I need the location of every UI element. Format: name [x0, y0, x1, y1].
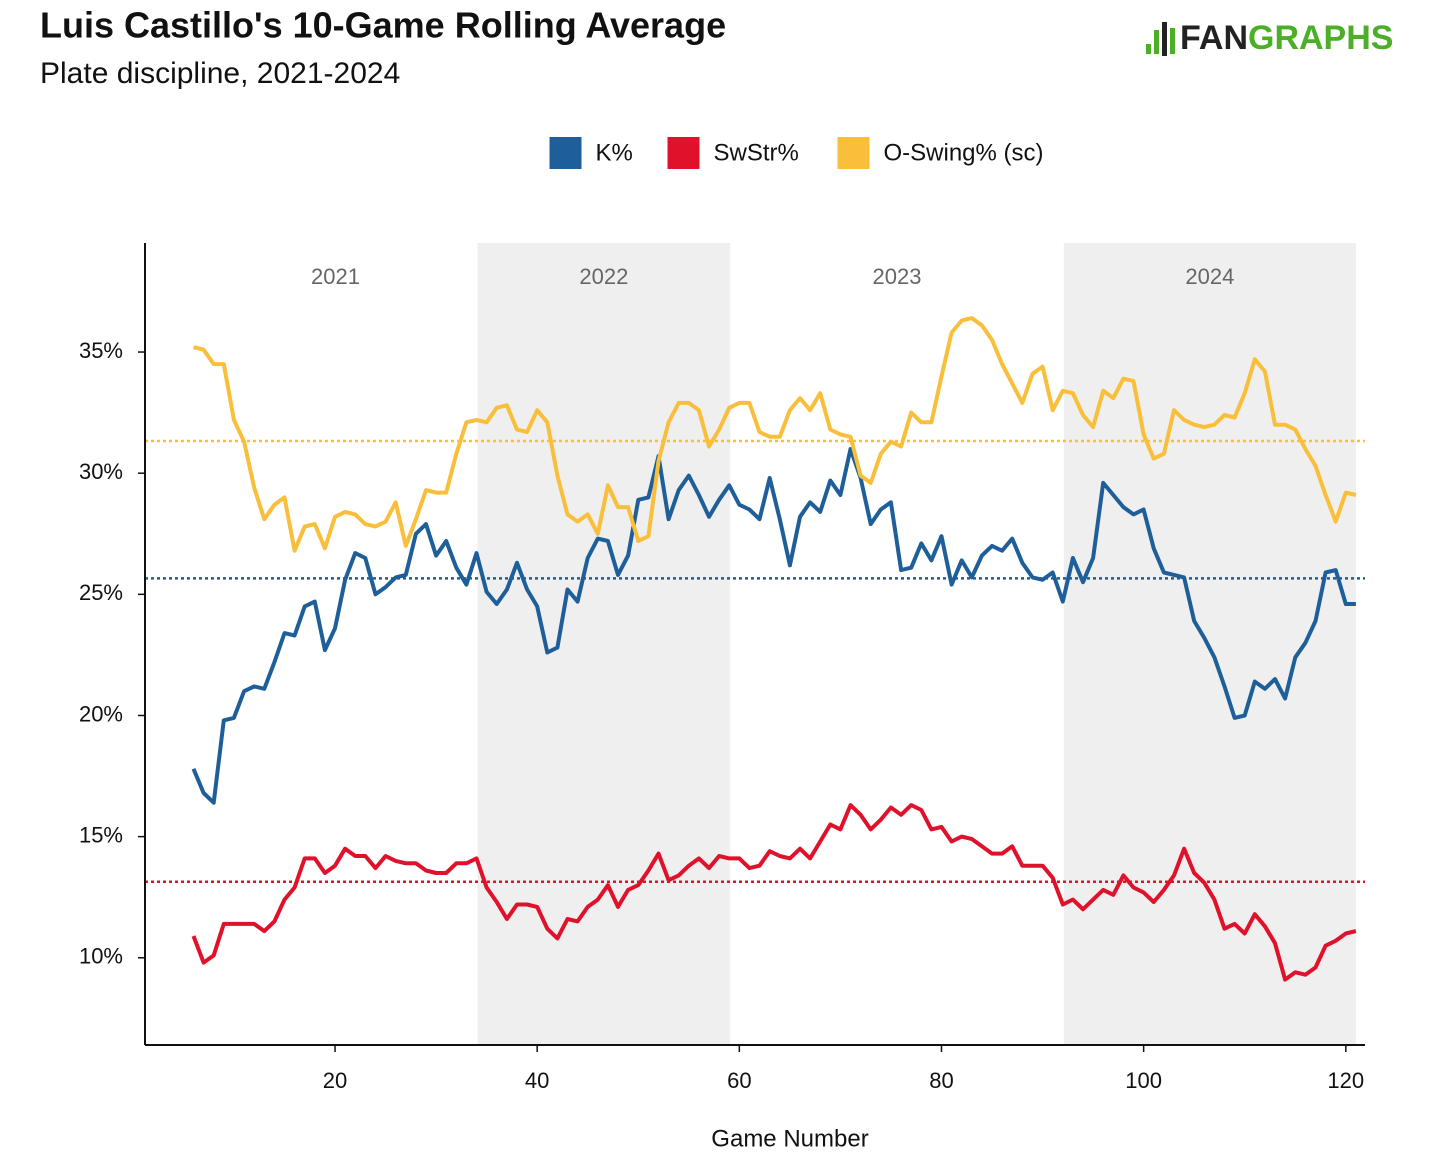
- legend-swatch: [549, 137, 582, 169]
- y-tick-label: 35%: [79, 338, 123, 363]
- series-line: [191, 447, 1356, 805]
- y-tick-label: 20%: [79, 701, 123, 726]
- logo-part: FAN: [1180, 19, 1248, 57]
- legend-swatch: [837, 137, 870, 169]
- series-line: [191, 803, 1357, 982]
- logo-icon: [1162, 22, 1167, 56]
- x-tick-label: 120: [1327, 1068, 1364, 1093]
- y-tick-label: 10%: [79, 944, 123, 969]
- span-label: 2022: [579, 264, 628, 289]
- legend-label: K%: [596, 139, 633, 166]
- x-tick-label: 60: [727, 1068, 751, 1093]
- logo-icon: [1170, 28, 1175, 54]
- chart-title: Luis Castillo's 10-Game Rolling Average: [40, 5, 726, 46]
- x-tick-label: 80: [929, 1068, 953, 1093]
- y-tick-label: 25%: [79, 580, 123, 605]
- legend-label: SwStr%: [714, 139, 799, 166]
- span-label: 2021: [311, 264, 360, 289]
- legend-label: O-Swing% (sc): [884, 139, 1044, 166]
- season-band: [477, 243, 731, 1045]
- logo-text: FANGRAPHS: [1180, 19, 1393, 57]
- chart-subtitle: Plate discipline, 2021-2024: [40, 57, 400, 90]
- season-band: [1063, 243, 1356, 1045]
- x-tick-label: 40: [525, 1068, 549, 1093]
- x-tick-label: 100: [1125, 1068, 1162, 1093]
- legend-swatch: [667, 137, 700, 169]
- x-tick-label: 20: [323, 1068, 347, 1093]
- legend: K% SwStr% O-Swing% (sc): [549, 137, 1044, 169]
- logo-icon: [1146, 44, 1151, 54]
- span-label: 2024: [1185, 264, 1234, 289]
- logo-icon: [1154, 30, 1159, 54]
- y-tick-label: 30%: [79, 459, 123, 484]
- logo: FANGRAPHS: [1146, 19, 1393, 57]
- x-axis-label: Game Number: [711, 1125, 868, 1152]
- y-tick-label: 15%: [79, 822, 123, 847]
- span-label: 2023: [873, 264, 922, 289]
- logo-part: GRAPHS: [1248, 19, 1393, 57]
- series-line: [193, 316, 1357, 553]
